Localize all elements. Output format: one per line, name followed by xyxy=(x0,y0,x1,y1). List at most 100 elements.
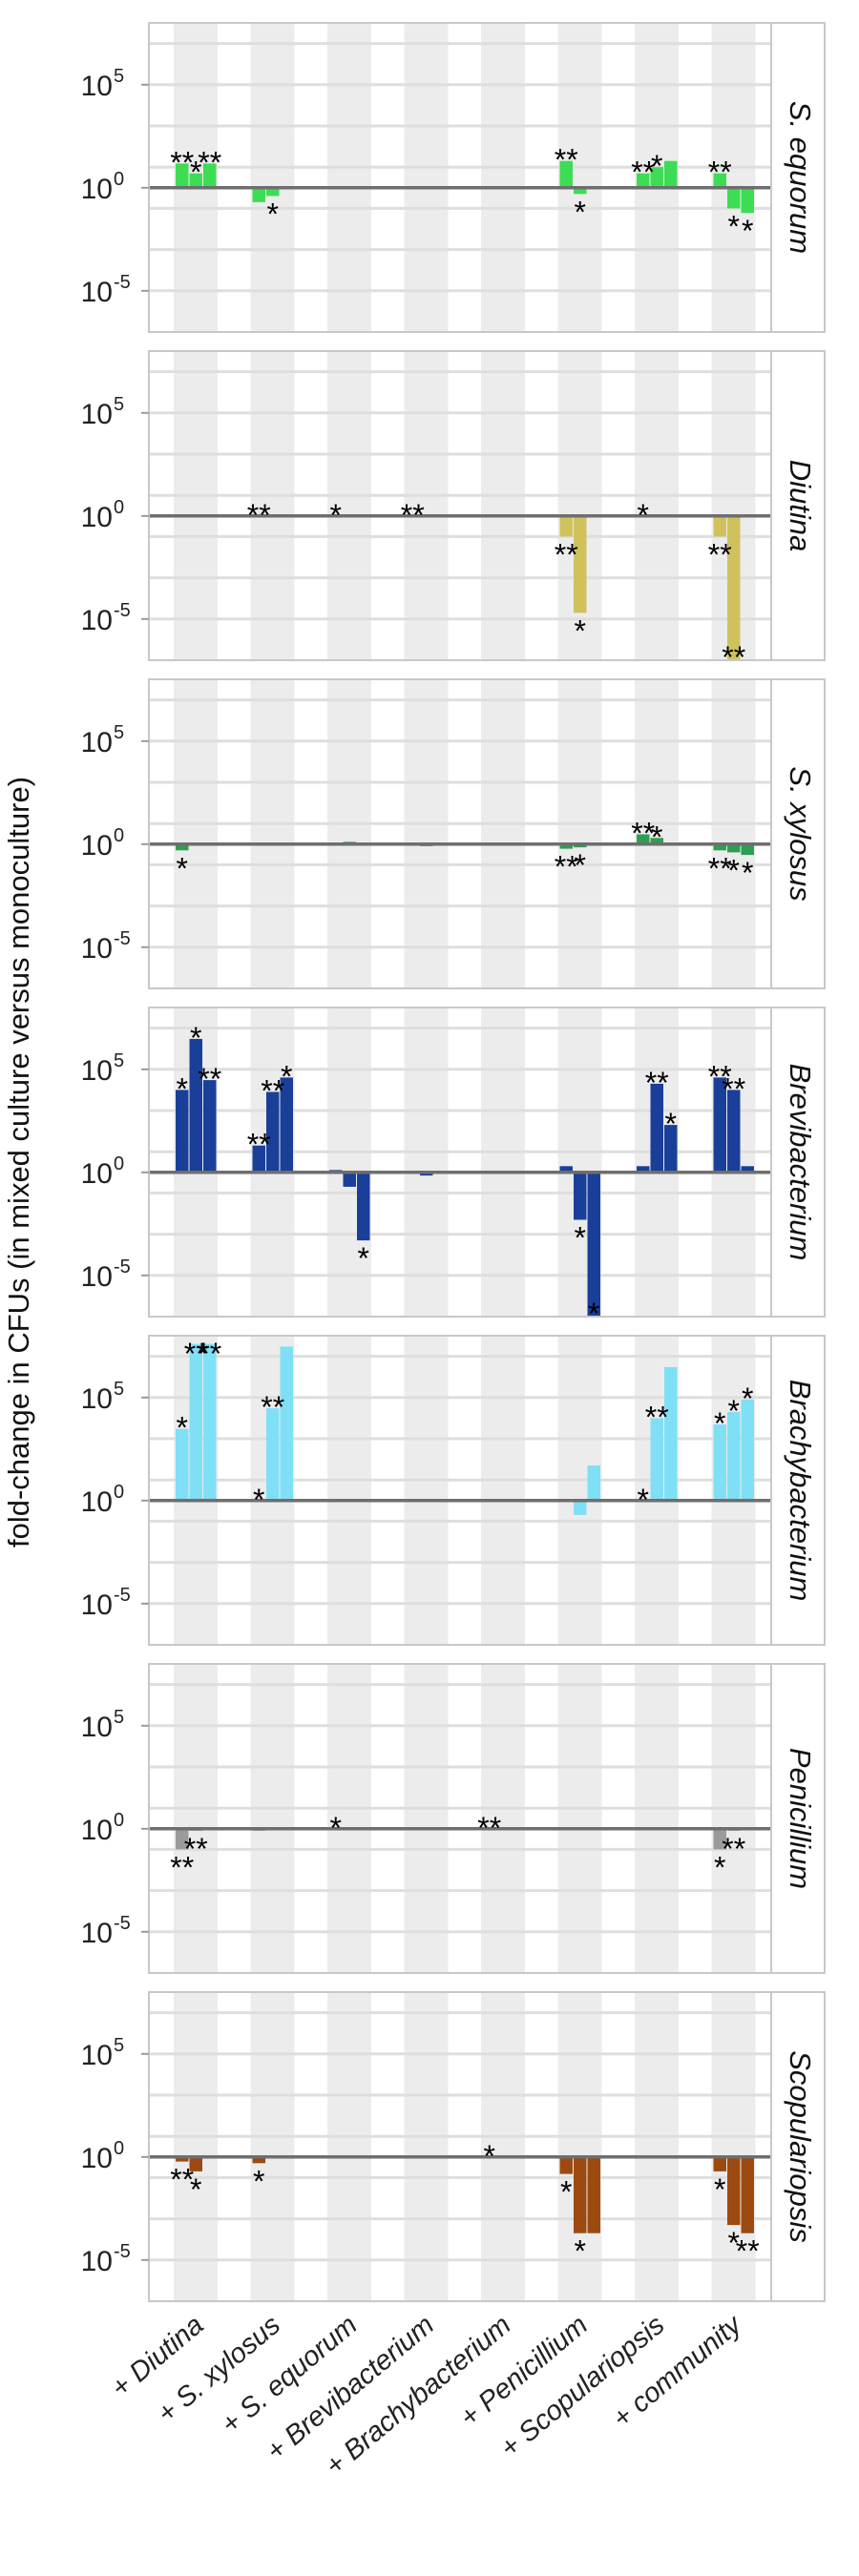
category-band xyxy=(404,680,449,987)
category-band xyxy=(404,1665,449,1972)
category-band xyxy=(404,1993,449,2300)
significance-marker: * xyxy=(358,1241,369,1276)
category-band xyxy=(481,1993,525,2300)
bar xyxy=(176,1828,189,1850)
bar xyxy=(176,843,189,851)
y-tick-exponent: 5 xyxy=(114,1707,124,1728)
bar xyxy=(189,1343,202,1501)
significance-marker: * xyxy=(575,1221,586,1256)
significance-marker: * xyxy=(330,498,342,532)
significance-marker: * xyxy=(253,1483,264,1517)
significance-marker: * xyxy=(665,1107,677,1141)
category-band xyxy=(327,1337,371,1644)
bar xyxy=(713,843,726,851)
category-band xyxy=(711,1993,756,2300)
facet-label: Diutina xyxy=(784,460,817,552)
y-tick-label: 10 xyxy=(81,1918,113,1949)
bar xyxy=(664,160,678,188)
bar xyxy=(559,2156,573,2174)
bar xyxy=(357,1172,370,1241)
bar xyxy=(713,2156,726,2171)
category-band xyxy=(174,352,218,659)
bar xyxy=(203,1343,217,1501)
category-band xyxy=(557,1665,602,1972)
significance-marker: * xyxy=(267,197,279,231)
significance-marker: ** xyxy=(184,1832,208,1866)
significance-marker: ** xyxy=(198,145,221,179)
significance-marker: * xyxy=(177,1071,188,1106)
significance-marker: * xyxy=(714,2172,725,2207)
panel-0: ************ *** *10 -510 010 5S. equorum xyxy=(81,22,826,333)
significance-marker: * xyxy=(177,1411,188,1445)
facet-label: Scopulariopsis xyxy=(784,2050,817,2243)
bar xyxy=(741,187,754,214)
y-tick-label: 10 xyxy=(81,1055,113,1087)
category-band xyxy=(250,1993,295,2300)
bar xyxy=(713,173,726,188)
bar xyxy=(587,2156,600,2233)
bar xyxy=(343,1172,356,1187)
bar xyxy=(713,1828,726,1850)
significance-marker: * xyxy=(728,853,740,887)
significance-marker: ** xyxy=(708,1059,732,1093)
significance-marker: ** xyxy=(708,156,732,190)
significance-marker: * xyxy=(742,1381,753,1416)
y-tick-label: 10 xyxy=(81,1589,113,1621)
y-tick-exponent: -5 xyxy=(114,600,131,621)
category-band xyxy=(481,24,525,331)
facet-strip xyxy=(770,1991,826,2302)
y-tick-exponent: -5 xyxy=(114,928,131,949)
facet-label: Brachybacterium xyxy=(784,1380,817,1602)
bar xyxy=(189,1038,202,1173)
bar xyxy=(176,163,189,188)
significance-marker: * xyxy=(651,149,662,183)
category-band xyxy=(250,352,295,659)
bar xyxy=(203,1080,217,1173)
category-band xyxy=(327,1665,371,1972)
y-tick-label: 10 xyxy=(81,1486,113,1518)
facet-label: Brevibacterium xyxy=(784,1064,817,1261)
significance-marker: * xyxy=(638,1483,649,1517)
category-band xyxy=(327,24,371,331)
y-tick-label: 10 xyxy=(81,1383,113,1415)
bar xyxy=(727,1090,741,1173)
y-tick-exponent: 0 xyxy=(114,1810,124,1831)
category-band xyxy=(635,1665,679,1972)
category-band xyxy=(404,24,449,331)
bar xyxy=(664,1366,678,1501)
significance-marker: ** xyxy=(261,1073,284,1108)
y-tick-exponent: 5 xyxy=(114,1050,124,1071)
bar xyxy=(637,173,650,188)
category-band xyxy=(481,680,525,987)
significance-marker: ** xyxy=(722,1832,745,1866)
category-band xyxy=(327,1993,371,2300)
bar xyxy=(637,834,650,844)
significance-marker: * xyxy=(484,2139,495,2173)
bar xyxy=(713,515,726,537)
category-band xyxy=(711,1665,756,1972)
bar xyxy=(189,173,202,188)
bar xyxy=(650,1418,663,1501)
category-band xyxy=(250,1665,295,1972)
bar xyxy=(559,515,573,537)
category-band xyxy=(327,1008,371,1316)
y-tick-exponent: 5 xyxy=(114,1379,124,1400)
significance-marker: ** xyxy=(401,498,425,532)
category-band xyxy=(481,1337,525,1644)
significance-marker: ** xyxy=(170,2163,194,2197)
bar xyxy=(713,1077,726,1173)
significance-marker: ** xyxy=(247,1128,271,1162)
bar xyxy=(664,1125,678,1173)
y-tick-exponent: 0 xyxy=(114,169,124,190)
category-band xyxy=(711,680,756,987)
significance-marker: * xyxy=(588,1297,599,1331)
y-tick-label: 10 xyxy=(81,1712,113,1743)
y-tick-label: 10 xyxy=(81,727,113,758)
category-band xyxy=(557,1993,602,2300)
facet-label: S. xylosus xyxy=(784,766,817,901)
facet-strip xyxy=(770,350,826,661)
y-tick-label: 10 xyxy=(81,502,113,533)
category-band xyxy=(635,680,679,987)
